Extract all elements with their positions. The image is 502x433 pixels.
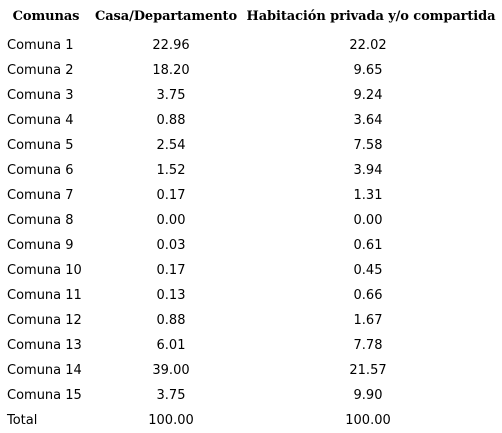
casa-value: 3.75 bbox=[156, 388, 186, 403]
table-row: Comuna 2 18.20 9.65 bbox=[0, 58, 502, 83]
table-row: Comuna 8 0.00 0.00 bbox=[0, 208, 502, 233]
habitacion-value: 22.02 bbox=[349, 38, 387, 53]
comuna-name: Comuna 3 bbox=[7, 88, 74, 103]
table-row: Comuna 14 39.00 21.57 bbox=[0, 358, 502, 383]
total-row: Total 100.00 100.00 bbox=[0, 408, 502, 433]
comuna-name: Comuna 1 bbox=[7, 38, 74, 53]
casa-value: 3.75 bbox=[156, 88, 186, 103]
total-label: Total bbox=[7, 413, 38, 428]
table-row: Comuna 3 3.75 9.24 bbox=[0, 83, 502, 108]
comuna-name: Comuna 9 bbox=[7, 238, 74, 253]
table-row: Comuna 12 0.88 1.67 bbox=[0, 308, 502, 333]
comuna-name: Comuna 12 bbox=[7, 313, 82, 328]
habitacion-value: 7.78 bbox=[353, 338, 383, 353]
casa-value: 0.00 bbox=[156, 213, 186, 228]
habitacion-value: 21.57 bbox=[349, 363, 387, 378]
habitacion-value: 1.67 bbox=[353, 313, 383, 328]
table-row: Comuna 15 3.75 9.90 bbox=[0, 383, 502, 408]
table-row: Comuna 7 0.17 1.31 bbox=[0, 183, 502, 208]
comuna-name: Comuna 5 bbox=[7, 138, 74, 153]
table-row: Comuna 11 0.13 0.66 bbox=[0, 283, 502, 308]
table-header: Comunas Casa/Departamento Habitación pri… bbox=[0, 0, 502, 33]
comuna-name: Comuna 6 bbox=[7, 163, 74, 178]
comuna-name: Comuna 10 bbox=[7, 263, 82, 278]
casa-value: 18.20 bbox=[152, 63, 190, 78]
table-row: Comuna 1 22.96 22.02 bbox=[0, 33, 502, 58]
casa-value: 0.17 bbox=[156, 188, 186, 203]
casa-value: 1.52 bbox=[156, 163, 186, 178]
habitacion-value: 0.61 bbox=[353, 238, 383, 253]
table-row: Comuna 10 0.17 0.45 bbox=[0, 258, 502, 283]
comuna-name: Comuna 14 bbox=[7, 363, 82, 378]
comuna-name: Comuna 15 bbox=[7, 388, 82, 403]
comuna-name: Comuna 8 bbox=[7, 213, 74, 228]
casa-value: 0.88 bbox=[156, 313, 186, 328]
total-habitacion-value: 100.00 bbox=[345, 413, 391, 428]
header-comunas: Comunas bbox=[12, 9, 80, 24]
habitacion-value: 9.90 bbox=[353, 388, 383, 403]
habitacion-value: 1.31 bbox=[353, 188, 383, 203]
casa-value: 0.03 bbox=[156, 238, 186, 253]
header-row: Comunas Casa/Departamento Habitación pri… bbox=[0, 0, 502, 33]
habitacion-value: 0.45 bbox=[353, 263, 383, 278]
casa-value: 22.96 bbox=[152, 38, 190, 53]
habitacion-value: 9.65 bbox=[353, 63, 383, 78]
casa-value: 2.54 bbox=[156, 138, 186, 153]
habitacion-value: 3.64 bbox=[353, 113, 383, 128]
casa-value: 6.01 bbox=[156, 338, 186, 353]
header-casa-departamento: Casa/Departamento bbox=[94, 9, 238, 24]
comuna-name: Comuna 13 bbox=[7, 338, 82, 353]
casa-value: 39.00 bbox=[152, 363, 190, 378]
table-row: Comuna 9 0.03 0.61 bbox=[0, 233, 502, 258]
habitacion-value: 7.58 bbox=[353, 138, 383, 153]
comuna-name: Comuna 2 bbox=[7, 63, 74, 78]
comuna-name: Comuna 7 bbox=[7, 188, 74, 203]
habitacion-value: 0.66 bbox=[353, 288, 383, 303]
comuna-name: Comuna 4 bbox=[7, 113, 74, 128]
casa-value: 0.13 bbox=[156, 288, 186, 303]
table-body: Comuna 1 22.96 22.02 Comuna 2 18.20 9.65… bbox=[0, 33, 502, 433]
habitacion-value: 3.94 bbox=[353, 163, 383, 178]
habitacion-value: 9.24 bbox=[353, 88, 383, 103]
table-row: Comuna 6 1.52 3.94 bbox=[0, 158, 502, 183]
casa-value: 0.17 bbox=[156, 263, 186, 278]
table-row: Comuna 4 0.88 3.64 bbox=[0, 108, 502, 133]
table-row: Comuna 5 2.54 7.58 bbox=[0, 133, 502, 158]
header-habitacion: Habitación privada y/o compartida bbox=[246, 9, 496, 24]
comuna-name: Comuna 11 bbox=[7, 288, 82, 303]
table-row: Comuna 13 6.01 7.78 bbox=[0, 333, 502, 358]
casa-value: 0.88 bbox=[156, 113, 186, 128]
habitacion-value: 0.00 bbox=[353, 213, 383, 228]
total-casa-value: 100.00 bbox=[148, 413, 194, 428]
